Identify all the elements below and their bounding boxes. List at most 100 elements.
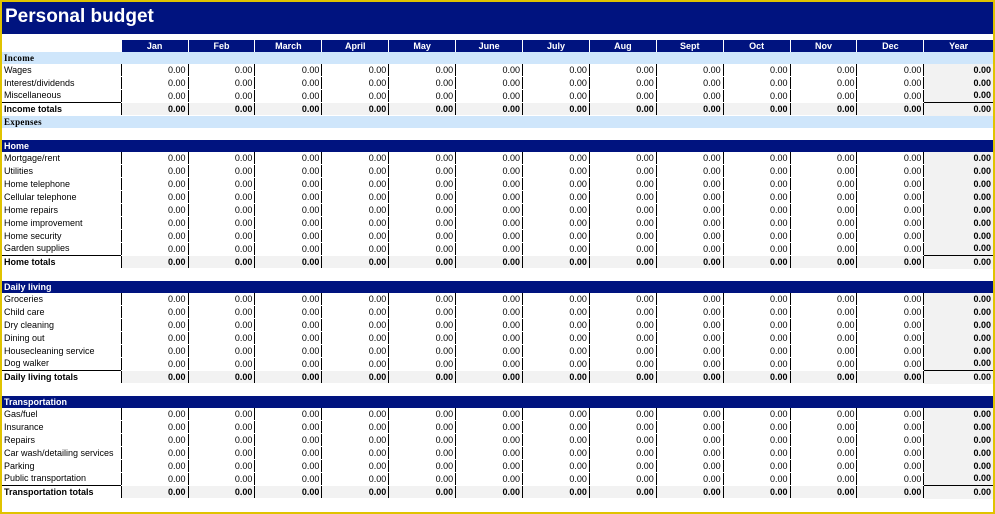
value-cell[interactable]: 0.00 bbox=[187, 318, 255, 332]
value-cell[interactable]: 0.00 bbox=[120, 229, 189, 243]
value-cell[interactable]: 0.00 bbox=[856, 89, 924, 103]
value-cell[interactable]: 0.00 bbox=[455, 190, 523, 204]
value-cell[interactable]: 0.00 bbox=[722, 242, 791, 256]
value-cell[interactable]: 0.00 bbox=[856, 344, 924, 358]
value-cell[interactable]: 0.00 bbox=[254, 177, 322, 191]
value-cell[interactable]: 0.00 bbox=[588, 357, 657, 371]
value-cell[interactable]: 0.00 bbox=[187, 216, 255, 230]
value-cell[interactable]: 0.00 bbox=[321, 177, 389, 191]
value-cell[interactable]: 0.00 bbox=[455, 216, 523, 230]
value-cell[interactable]: 0.00 bbox=[120, 446, 189, 460]
value-cell[interactable]: 0.00 bbox=[588, 472, 657, 486]
value-cell[interactable]: 0.00 bbox=[588, 408, 657, 421]
value-cell[interactable]: 0.00 bbox=[254, 190, 322, 204]
value-cell[interactable]: 0.00 bbox=[187, 242, 255, 256]
value-cell[interactable]: 0.00 bbox=[655, 76, 724, 90]
value-cell[interactable]: 0.00 bbox=[187, 305, 255, 319]
value-cell[interactable]: 0.00 bbox=[388, 229, 456, 243]
value-cell[interactable]: 0.00 bbox=[388, 293, 456, 306]
value-cell[interactable]: 0.00 bbox=[655, 420, 724, 434]
value-cell[interactable]: 0.00 bbox=[722, 318, 791, 332]
value-cell[interactable]: 0.00 bbox=[722, 64, 791, 77]
value-cell[interactable]: 0.00 bbox=[254, 76, 322, 90]
value-cell[interactable]: 0.00 bbox=[455, 177, 523, 191]
value-cell[interactable]: 0.00 bbox=[388, 203, 456, 217]
value-cell[interactable]: 0.00 bbox=[321, 472, 389, 486]
value-cell[interactable]: 0.00 bbox=[522, 305, 590, 319]
month-header-nov[interactable]: Nov bbox=[789, 40, 857, 52]
value-cell[interactable]: 0.00 bbox=[856, 472, 924, 486]
value-cell[interactable]: 0.00 bbox=[321, 357, 389, 371]
value-cell[interactable]: 0.00 bbox=[856, 408, 924, 421]
value-cell[interactable]: 0.00 bbox=[120, 76, 189, 90]
value-cell[interactable]: 0.00 bbox=[722, 89, 791, 103]
value-cell[interactable]: 0.00 bbox=[789, 76, 857, 90]
value-cell[interactable]: 0.00 bbox=[187, 331, 255, 345]
value-cell[interactable]: 0.00 bbox=[522, 446, 590, 460]
value-cell[interactable]: 0.00 bbox=[722, 408, 791, 421]
value-cell[interactable]: 0.00 bbox=[588, 229, 657, 243]
value-cell[interactable]: 0.00 bbox=[187, 446, 255, 460]
month-header-year[interactable]: Year bbox=[923, 40, 993, 52]
value-cell[interactable]: 0.00 bbox=[388, 408, 456, 421]
value-cell[interactable]: 0.00 bbox=[254, 229, 322, 243]
value-cell[interactable]: 0.00 bbox=[655, 229, 724, 243]
value-cell[interactable]: 0.00 bbox=[856, 331, 924, 345]
value-cell[interactable]: 0.00 bbox=[722, 446, 791, 460]
value-cell[interactable]: 0.00 bbox=[187, 293, 255, 306]
value-cell[interactable]: 0.00 bbox=[856, 229, 924, 243]
value-cell[interactable]: 0.00 bbox=[254, 446, 322, 460]
value-cell[interactable]: 0.00 bbox=[522, 216, 590, 230]
value-cell[interactable]: 0.00 bbox=[655, 472, 724, 486]
value-cell[interactable]: 0.00 bbox=[388, 305, 456, 319]
value-cell[interactable]: 0.00 bbox=[254, 164, 322, 178]
value-cell[interactable]: 0.00 bbox=[187, 190, 255, 204]
value-cell[interactable]: 0.00 bbox=[522, 472, 590, 486]
value-cell[interactable]: 0.00 bbox=[455, 446, 523, 460]
value-cell[interactable]: 0.00 bbox=[455, 331, 523, 345]
value-cell[interactable]: 0.00 bbox=[856, 64, 924, 77]
value-cell[interactable]: 0.00 bbox=[789, 190, 857, 204]
value-cell[interactable]: 0.00 bbox=[655, 305, 724, 319]
value-cell[interactable]: 0.00 bbox=[321, 318, 389, 332]
value-cell[interactable]: 0.00 bbox=[522, 331, 590, 345]
value-cell[interactable]: 0.00 bbox=[120, 408, 189, 421]
value-cell[interactable]: 0.00 bbox=[655, 216, 724, 230]
value-cell[interactable]: 0.00 bbox=[254, 344, 322, 358]
value-cell[interactable]: 0.00 bbox=[789, 318, 857, 332]
value-cell[interactable]: 0.00 bbox=[321, 242, 389, 256]
value-cell[interactable]: 0.00 bbox=[655, 344, 724, 358]
value-cell[interactable]: 0.00 bbox=[388, 216, 456, 230]
value-cell[interactable]: 0.00 bbox=[254, 242, 322, 256]
value-cell[interactable]: 0.00 bbox=[522, 177, 590, 191]
value-cell[interactable]: 0.00 bbox=[522, 357, 590, 371]
value-cell[interactable]: 0.00 bbox=[722, 305, 791, 319]
value-cell[interactable]: 0.00 bbox=[120, 331, 189, 345]
value-cell[interactable]: 0.00 bbox=[187, 177, 255, 191]
value-cell[interactable]: 0.00 bbox=[455, 408, 523, 421]
value-cell[interactable]: 0.00 bbox=[722, 459, 791, 473]
value-cell[interactable]: 0.00 bbox=[455, 357, 523, 371]
value-cell[interactable]: 0.00 bbox=[187, 433, 255, 447]
value-cell[interactable]: 0.00 bbox=[455, 229, 523, 243]
value-cell[interactable]: 0.00 bbox=[187, 203, 255, 217]
value-cell[interactable]: 0.00 bbox=[655, 459, 724, 473]
value-cell[interactable]: 0.00 bbox=[254, 331, 322, 345]
value-cell[interactable]: 0.00 bbox=[722, 472, 791, 486]
value-cell[interactable]: 0.00 bbox=[254, 305, 322, 319]
value-cell[interactable]: 0.00 bbox=[856, 357, 924, 371]
value-cell[interactable]: 0.00 bbox=[789, 164, 857, 178]
value-cell[interactable]: 0.00 bbox=[522, 203, 590, 217]
value-cell[interactable]: 0.00 bbox=[522, 164, 590, 178]
value-cell[interactable]: 0.00 bbox=[388, 344, 456, 358]
value-cell[interactable]: 0.00 bbox=[722, 203, 791, 217]
value-cell[interactable]: 0.00 bbox=[856, 76, 924, 90]
value-cell[interactable]: 0.00 bbox=[522, 408, 590, 421]
value-cell[interactable]: 0.00 bbox=[588, 190, 657, 204]
value-cell[interactable]: 0.00 bbox=[120, 190, 189, 204]
value-cell[interactable]: 0.00 bbox=[789, 242, 857, 256]
value-cell[interactable]: 0.00 bbox=[254, 433, 322, 447]
value-cell[interactable]: 0.00 bbox=[455, 459, 523, 473]
value-cell[interactable]: 0.00 bbox=[588, 242, 657, 256]
value-cell[interactable]: 0.00 bbox=[722, 229, 791, 243]
